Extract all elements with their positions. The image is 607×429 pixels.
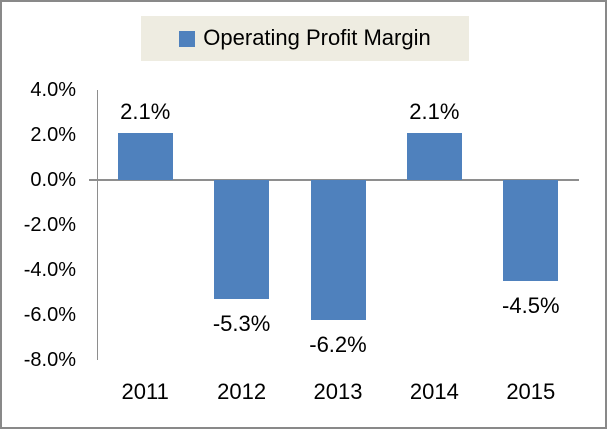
y-axis-tick-label: 0.0%	[30, 169, 76, 191]
y-axis-tick-label: -4.0%	[23, 259, 76, 281]
y-axis-tick-label: 4.0%	[30, 79, 76, 101]
x-axis-label-2013: 2013	[313, 379, 363, 404]
legend[interactable]: Operating Profit Margin	[141, 16, 469, 61]
x-axis-label-2014: 2014	[409, 379, 459, 404]
x-axis-label-2015: 2015	[506, 379, 556, 404]
y-axis-tick-label: -2.0%	[23, 214, 76, 236]
bar-data-label-2013: -6.2%	[309, 331, 367, 357]
y-axis-line	[97, 90, 98, 360]
bar-2011[interactable]	[117, 132, 173, 180]
bar-data-label-2012: -5.3%	[212, 311, 271, 337]
bar-2012[interactable]	[214, 180, 270, 300]
y-axis-tick-label: -6.0%	[23, 304, 76, 326]
bar-2015[interactable]	[503, 180, 559, 282]
y-axis-tick-label: 2.0%	[30, 124, 76, 146]
legend-label: Operating Profit Margin	[203, 25, 431, 51]
bar-data-label-2011: 2.1%	[120, 98, 171, 124]
bar-2013[interactable]	[310, 180, 366, 320]
x-axis-label-2011: 2011	[121, 379, 169, 404]
bar-data-label-2014: 2.1%	[409, 98, 460, 124]
bar-2014[interactable]	[406, 132, 462, 180]
legend-series-marker-icon	[179, 30, 196, 47]
y-axis-tick-label: -8.0%	[23, 349, 76, 371]
bar-data-label-2015: -4.5%	[502, 293, 560, 319]
x-axis-label-2012: 2012	[217, 379, 267, 404]
